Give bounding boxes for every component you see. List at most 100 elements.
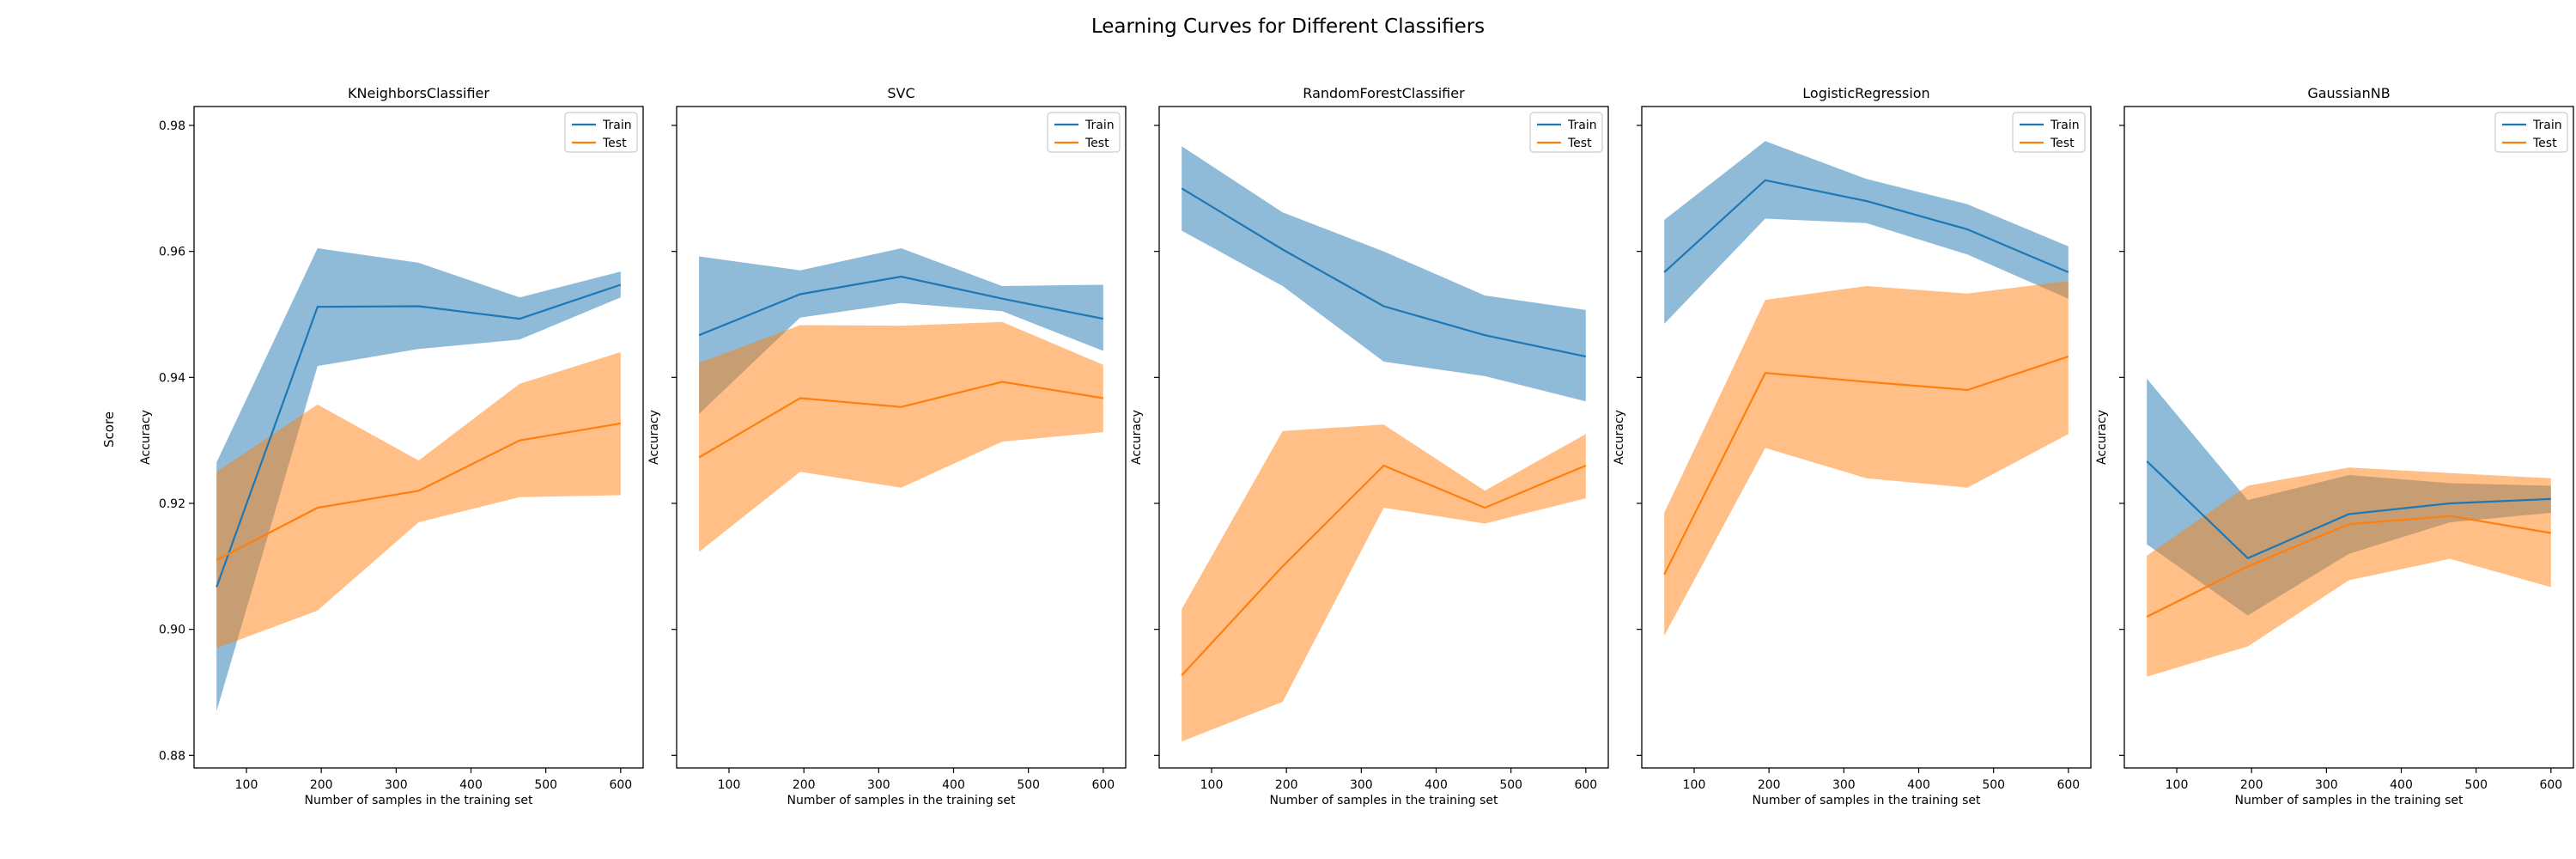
series-line-train [1663,179,2069,273]
legend-label-test: Test [2050,137,2075,150]
y-tick-label: 0.90 [159,624,185,637]
band-train [216,248,621,711]
y-axis-label: Accuracy [1130,410,1144,465]
band-test [2147,467,2551,677]
band-test [216,352,621,649]
x-tick-label: 300 [1832,778,1856,792]
band-train [1182,146,1586,402]
x-tick-label: 500 [1017,778,1040,792]
series-line-test [698,381,1103,459]
x-tick-label: 100 [235,778,258,792]
axes-frame [676,106,1127,769]
series-line-train [698,275,1104,337]
y-axis-label: Accuracy [139,410,153,465]
series-line-test [2146,515,2551,618]
legend-label-test: Test [2532,137,2557,150]
x-tick-label: 500 [534,778,557,792]
legend-label-train: Train [2050,119,2080,132]
x-tick-label: 200 [310,778,333,792]
x-tick-label: 300 [2315,778,2338,792]
chart-title: KNeighborsClassifier [348,85,489,101]
legend-label-test: Test [602,137,627,150]
y-axis-label: Accuracy [647,410,661,465]
x-tick-label: 200 [2240,778,2263,792]
band-test [1182,424,1586,742]
chart-panel-2: 100 200 300 400 500 600 SVC Number of samples i… [647,85,1127,807]
series-line-test [1663,356,2069,576]
chart-title: GaussianNB [2307,85,2390,101]
axes-frame [193,106,644,769]
x-tick-label: 600 [609,778,632,792]
x-tick-label: 300 [867,778,890,792]
x-axis-label: Number of samples in the training set [305,794,534,807]
legend: Train Test [564,112,638,153]
y-tick-label: 0.92 [159,497,185,511]
axes-frame [2123,106,2574,769]
legend: Train Test [1529,112,1603,153]
chart-title: RandomForestClassifier [1303,85,1465,101]
axes-frame [1158,106,1609,769]
chart-panel-4: 100 200 300 400 500 600 LogisticRegression Numb… [1613,85,2092,807]
x-axis-label: Number of samples in the training set [1753,794,1982,807]
series-line-train [1181,187,1587,358]
legend-label-train: Train [1567,119,1597,132]
legend-label-test: Test [1084,137,1109,150]
x-tick-label: 400 [942,778,965,792]
legend: Train Test [2012,112,2086,153]
band-train [699,248,1103,414]
x-tick-label: 100 [1683,778,1706,792]
series-line-test [216,422,621,561]
chart-panel-1: 100 200 300 400 500 600 0.88 0.90 0.92 0.94 0.96 0.… [139,85,644,807]
x-tick-label: 400 [2390,778,2413,792]
x-tick-label: 100 [2166,778,2189,792]
legend-label-train: Train [602,119,632,132]
x-tick-label: 500 [2464,778,2488,792]
x-axis-label: Number of samples in the training set [2235,794,2464,807]
legend-label-train: Train [1084,119,1115,132]
axes-frame [1641,106,2092,769]
chart-panel-5: 100 200 300 400 500 600 GaussianNB Number of sa… [2095,85,2574,807]
chart-title: SVC [887,85,914,101]
y-tick-label: 0.94 [159,371,185,385]
band-test [699,321,1103,552]
x-axis-label: Number of samples in the training set [1270,794,1499,807]
shared-y-label: Score [101,411,117,448]
x-tick-label: 300 [1350,778,1373,792]
y-tick-label: 0.96 [159,246,185,259]
series-line-train [216,283,622,588]
chart-panels: 100 200 300 400 500 600 0.88 0.90 0.92 0.94 0.96 0.… [139,85,2574,807]
x-tick-label: 200 [793,778,816,792]
x-tick-label: 600 [1574,778,1597,792]
chart-title: LogisticRegression [1802,85,1929,101]
x-tick-label: 100 [718,778,741,792]
x-tick-label: 300 [385,778,408,792]
figure-suptitle: Learning Curves for Different Classifier… [1091,15,1485,38]
series-line-train [2146,460,2551,560]
y-axis-label: Accuracy [1613,410,1626,465]
x-tick-label: 500 [1499,778,1522,792]
y-tick-label: 0.98 [159,119,185,133]
x-tick-label: 100 [1200,778,1224,792]
x-tick-label: 200 [1275,778,1298,792]
x-tick-label: 400 [1907,778,1930,792]
y-tick-label: 0.88 [159,749,185,763]
band-test [1664,281,2069,636]
x-tick-label: 600 [1091,778,1115,792]
x-axis-label: Number of samples in the training set [787,794,1017,807]
legend-label-test: Test [1567,137,1592,150]
x-tick-label: 500 [1982,778,2005,792]
x-tick-label: 600 [2539,778,2562,792]
chart-panel-3: 100 200 300 400 500 600 RandomForestClassifier… [1130,85,1609,807]
x-tick-label: 200 [1758,778,1781,792]
legend: Train Test [1047,112,1121,153]
y-axis-label: Accuracy [2095,410,2109,465]
series-line-test [1181,464,1587,676]
band-train [1664,141,2069,324]
x-tick-label: 600 [2057,778,2080,792]
x-tick-label: 400 [459,778,483,792]
legend-label-train: Train [2532,119,2562,132]
x-tick-label: 400 [1425,778,1448,792]
legend: Train Test [2494,112,2568,153]
